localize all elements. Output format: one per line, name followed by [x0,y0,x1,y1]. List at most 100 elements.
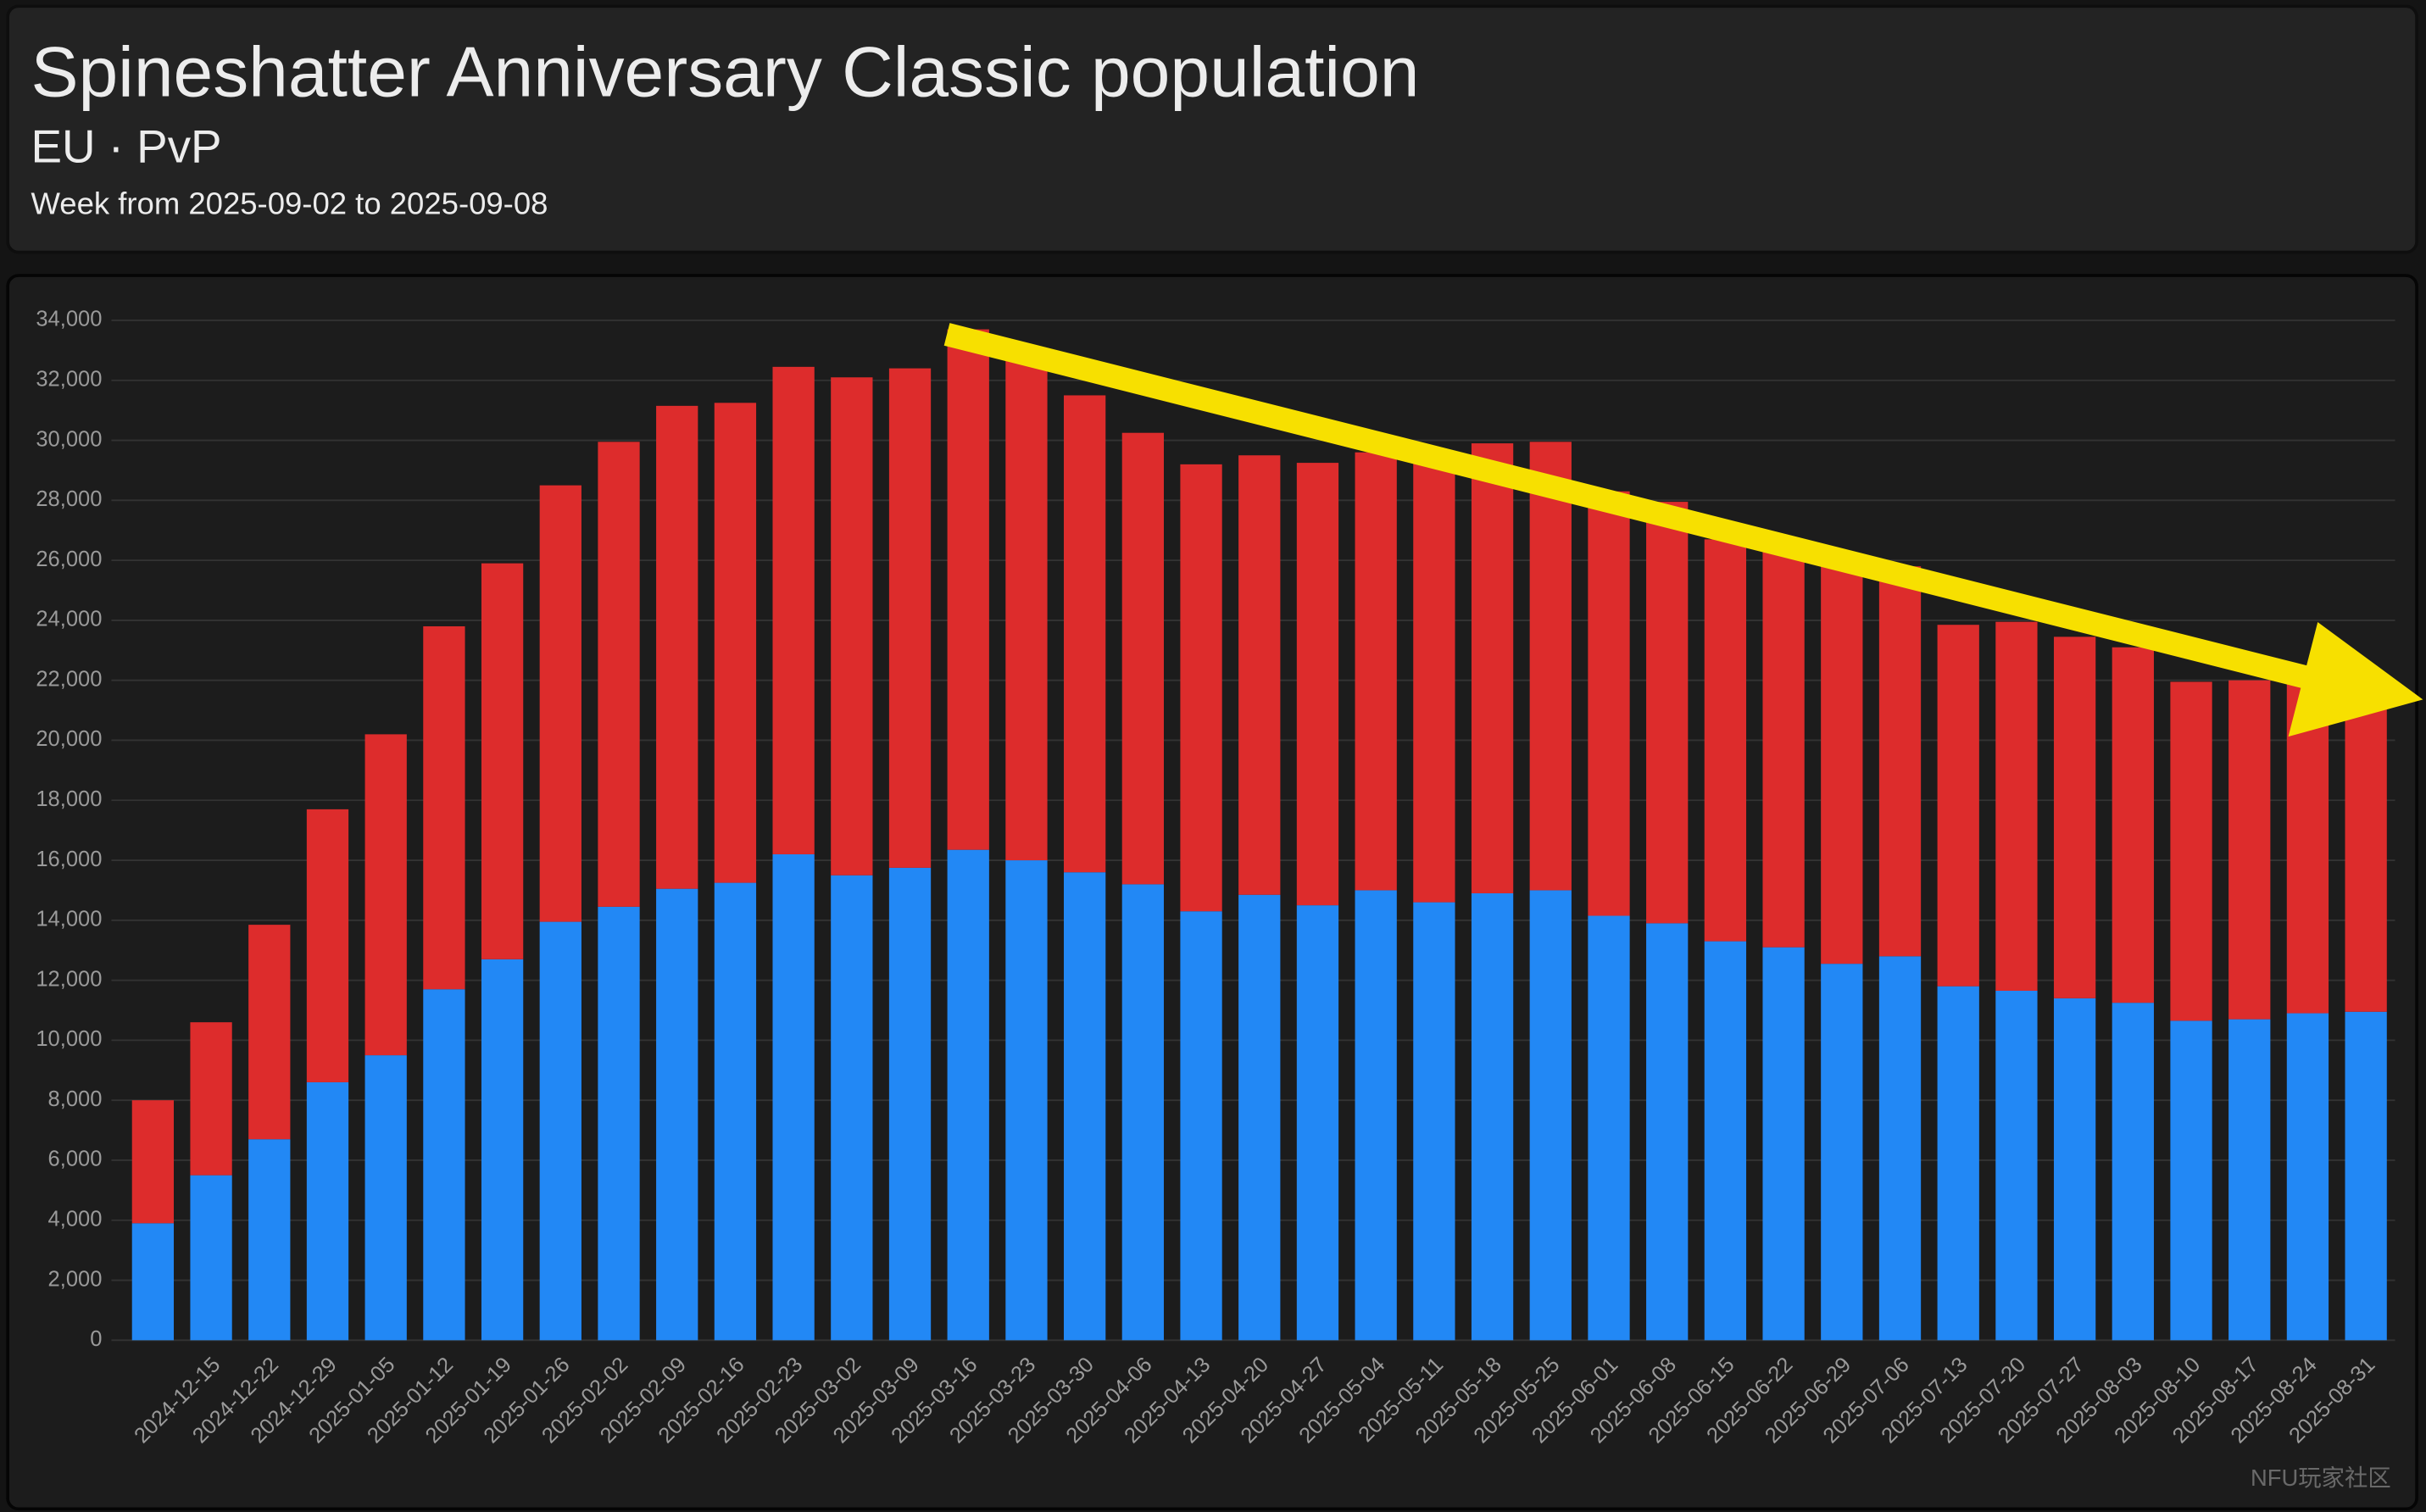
bar-segment [656,888,698,1341]
chart-subtitle: EU · PvP [31,120,222,173]
bar-segment [1529,442,1572,891]
bar-segment [947,849,989,1341]
bar-segment [2112,647,2154,1003]
bar-segment [423,625,465,990]
bar-segment [1704,539,1747,942]
y-tick-label: 0 [90,1327,102,1351]
bar-segment [888,867,932,1341]
bar-segment [656,405,698,889]
bar-segment [888,368,932,868]
bar-segment [1878,956,1922,1341]
y-tick-label: 32,000 [36,368,102,392]
bar-segment [306,809,349,1082]
bar-segment [947,329,989,850]
bar-segment [1471,892,1514,1341]
y-tick-label: 24,000 [36,608,102,631]
y-tick-label: 22,000 [36,667,102,691]
bar-segment [539,485,581,922]
bar-segment [598,906,640,1341]
y-tick-label: 4,000 [48,1207,103,1231]
bar-segment [1413,902,1455,1341]
bar-segment [1937,986,1979,1341]
bar-segment [1121,884,1164,1341]
bar-segment [1064,872,1106,1341]
y-tick-label: 34,000 [36,308,102,331]
bar-segment [364,734,407,1056]
bar-segment [1937,625,1979,987]
bar-segment [2053,636,2096,998]
y-tick-label: 8,000 [48,1087,103,1111]
bar-segment [1296,463,1339,906]
bar-segment [306,1081,349,1341]
header-panel [6,4,2418,254]
y-tick-label: 28,000 [36,487,102,511]
bar-segment [190,1175,232,1341]
trend-arrow [943,323,2423,737]
bar-segment [1821,964,1863,1341]
bar-segment [1471,443,1514,893]
watermark: NFU玩家社区 [2251,1465,2391,1491]
bar-segment [714,882,757,1341]
bar-segment [131,1100,175,1224]
bar-segment [364,1055,407,1341]
bar-segment [2170,681,2212,1021]
bar-segment [131,1223,175,1341]
bar-segment [2286,1013,2329,1341]
bar-segment [1646,923,1689,1341]
bar-segment [1588,915,1630,1341]
bar-segment [598,442,640,907]
bar-segment [2345,689,2387,1012]
y-tick-label: 14,000 [36,908,102,931]
y-tick-label: 20,000 [36,727,102,751]
bar-segment [1762,947,1805,1341]
y-tick-label: 18,000 [36,787,102,811]
bar-segment [423,989,465,1341]
bar-segment [1355,890,1397,1341]
y-tick-label: 16,000 [36,848,102,871]
bar-segment [248,925,291,1140]
bar-segment [2170,1020,2212,1341]
bar-segment [481,563,524,959]
bar-segment [1588,491,1630,916]
chart-title: Spineshatter Anniversary Classic populat… [31,31,1420,111]
bar-segment [1005,350,1048,861]
bar-segment [248,1139,291,1341]
bar-segment [772,853,815,1341]
bar-segment [2053,998,2096,1341]
bar-segment [2286,683,2329,1014]
bar-segment [1704,941,1747,1341]
bar-segment [831,377,873,876]
bar-segment [772,366,815,854]
bar-segment [1878,566,1922,957]
y-tick-label: 30,000 [36,427,102,451]
bar-segment [714,403,757,883]
bar-segment [2228,1019,2271,1341]
bar-segment [1646,502,1689,924]
arrow-shaft [943,323,2312,690]
bar-segment [1995,990,2038,1341]
bar-segment [1529,890,1572,1341]
bar-segment [831,875,873,1341]
bar-segment [1821,566,1863,964]
y-tick-label: 10,000 [36,1027,102,1051]
bar-segment [1296,905,1339,1341]
bar-segment [1180,464,1222,912]
bar-segment [1762,551,1805,948]
bar-segment [2345,1011,2387,1341]
bar-segment [190,1022,232,1176]
bar-segment [1995,621,2038,991]
bar-segment [1238,894,1281,1341]
period-label: Week from 2025-09-02 to 2025-09-08 [31,186,548,220]
bar-segment [2112,1003,2154,1341]
bar-segment [481,959,524,1341]
bar-segment [1180,911,1222,1341]
y-tick-label: 6,000 [48,1148,103,1171]
bar-segment [1238,455,1281,895]
bar-segment [539,921,581,1341]
bar-segment [1355,452,1397,891]
bar-segment [1413,458,1455,903]
bar-segment [2228,680,2271,1020]
y-tick-label: 2,000 [48,1267,103,1291]
